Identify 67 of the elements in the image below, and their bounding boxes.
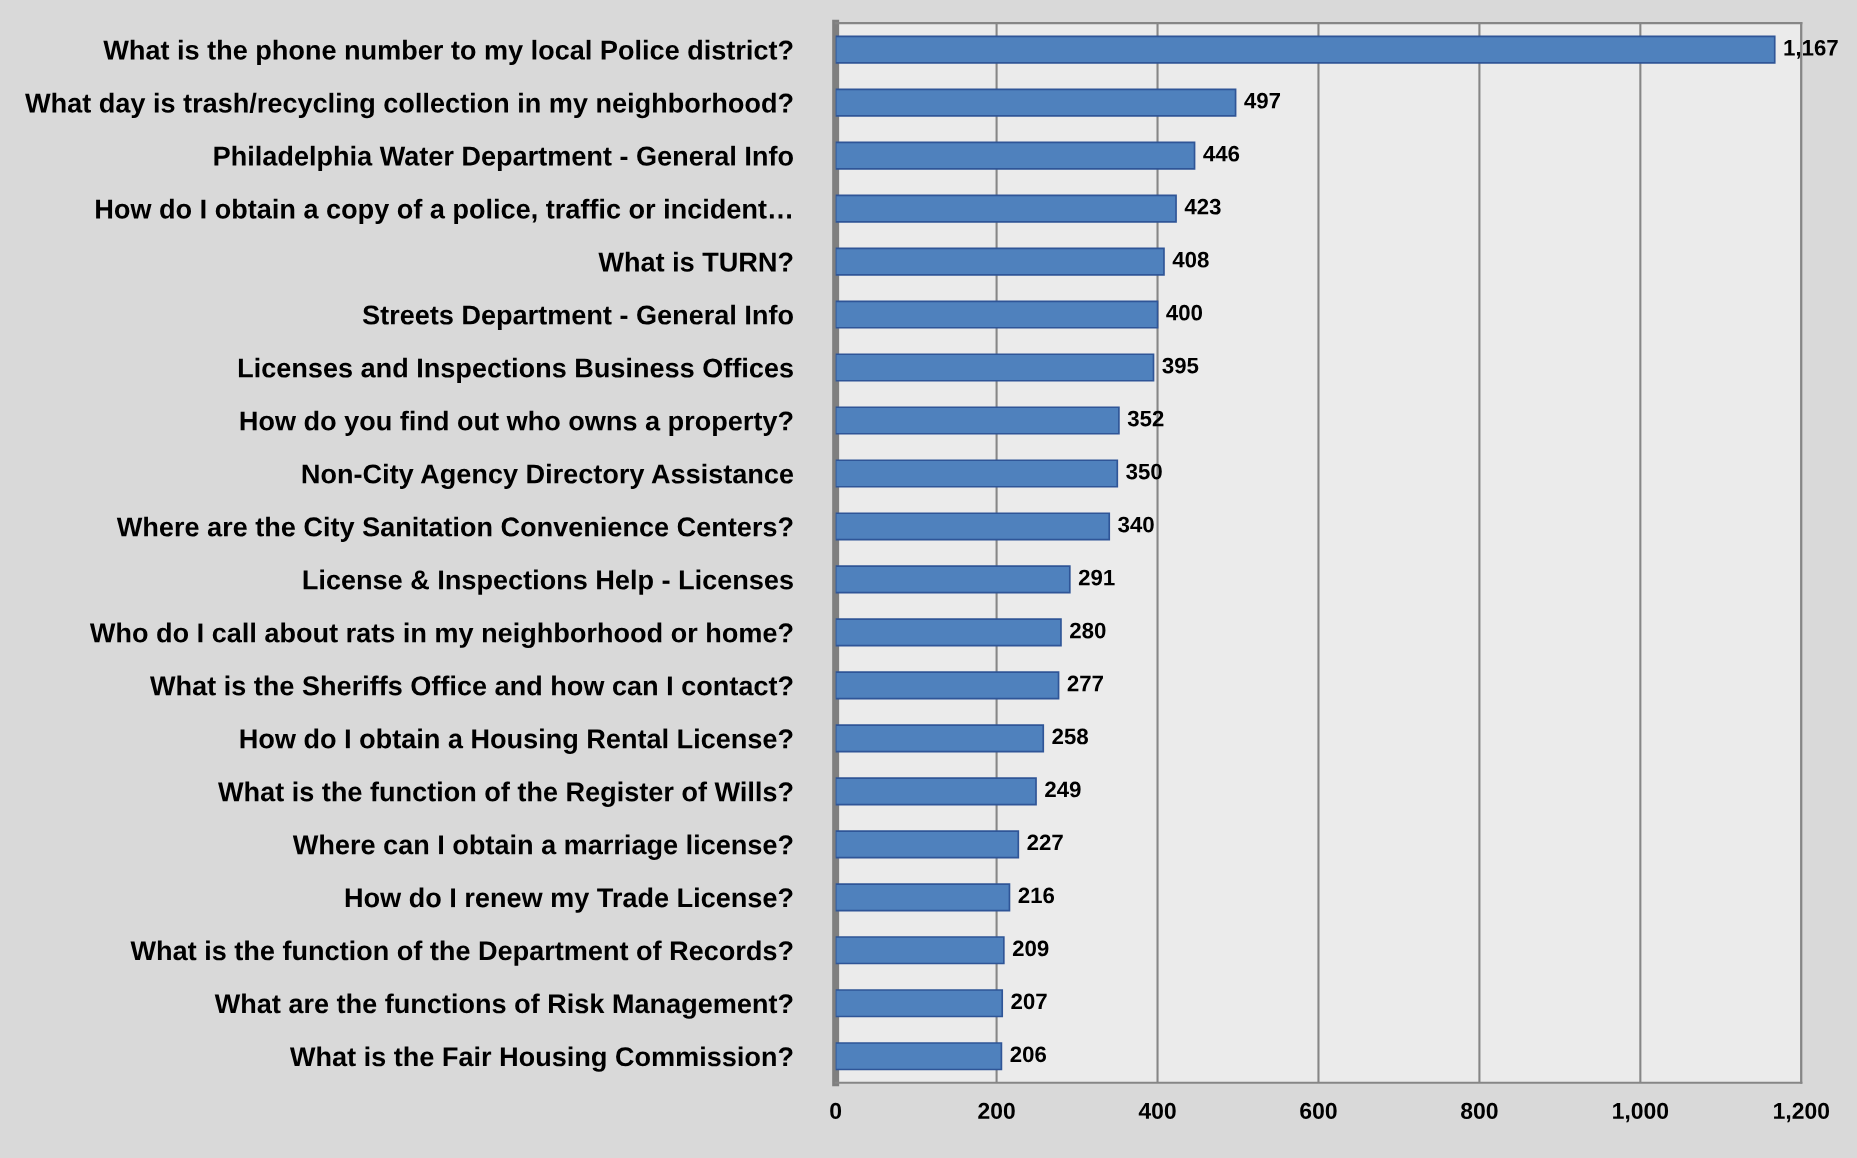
bar xyxy=(835,671,1060,700)
data-label: 291 xyxy=(1078,569,1115,586)
data-label: 350 xyxy=(1126,463,1162,480)
y-tick-label: How do you find out who owns a property? xyxy=(240,410,793,436)
bar xyxy=(835,247,1165,276)
x-tick-label: 0 xyxy=(830,1102,842,1120)
data-label: 395 xyxy=(1162,357,1199,374)
bar xyxy=(835,724,1045,753)
bar xyxy=(835,353,1155,382)
data-label: 340 xyxy=(1118,516,1154,533)
data-label: 280 xyxy=(1070,622,1106,639)
y-tick-label: How do I obtain a copy of a police, traffic or incident… xyxy=(96,198,791,225)
y-tick-label: What are the functions of Risk Management? xyxy=(214,993,793,1019)
bar xyxy=(835,141,1196,170)
y-tick-label: Where are the City Sanitation Convenience Centers? xyxy=(116,516,793,542)
data-label: 446 xyxy=(1203,145,1240,162)
data-label: 400 xyxy=(1166,304,1203,321)
y-tick-label: Streets Department - General Info xyxy=(362,304,793,330)
y-tick-label: What day is trash/recycling collection in my neighborhood? xyxy=(25,92,793,119)
y-tick-label: Where can I obtain a marriage license? xyxy=(292,834,793,860)
bar xyxy=(835,1042,1003,1071)
y-tick-label: What is the Sheriffs Office and how can I contact? xyxy=(150,675,793,696)
bar xyxy=(835,618,1062,647)
x-tick-label: 1,200 xyxy=(1774,1102,1830,1123)
data-label: 277 xyxy=(1067,675,1103,692)
y-tick-label: What is the Fair Housing Commission? xyxy=(289,1046,793,1072)
y-tick-label: What is the function of the Department of Records? xyxy=(130,940,793,966)
x-tick-label: 400 xyxy=(1138,1102,1176,1120)
bar xyxy=(835,300,1159,329)
data-label: 206 xyxy=(1010,1046,1047,1063)
bar xyxy=(835,989,1004,1018)
bar xyxy=(835,830,1020,859)
data-label: 1,167 xyxy=(1784,39,1838,59)
y-tick-label: License & Inspections Help - Licenses xyxy=(303,569,793,595)
x-tick-label: 200 xyxy=(978,1102,1015,1120)
data-label: 408 xyxy=(1172,251,1209,268)
data-label: 249 xyxy=(1045,781,1081,798)
x-tick-label: 800 xyxy=(1461,1102,1498,1120)
x-tick-label: 1,000 xyxy=(1613,1102,1669,1123)
y-tick-label: How do I obtain a Housing Rental License? xyxy=(240,728,793,754)
x-tick-label: 600 xyxy=(1300,1102,1337,1120)
y-tick-label: What is the phone number to my local Police district? xyxy=(103,39,793,66)
data-label: 216 xyxy=(1018,887,1055,904)
bar xyxy=(835,88,1237,117)
bar xyxy=(835,936,1005,965)
data-label: 352 xyxy=(1127,410,1164,427)
y-tick-label: What is the function of the Register of Wills? xyxy=(218,781,793,807)
y-tick-label: Licenses and Inspections Business Offices xyxy=(238,357,793,383)
bar xyxy=(835,565,1071,594)
y-tick-label: Non-City Agency Directory Assistance xyxy=(302,463,794,490)
data-label: 209 xyxy=(1012,940,1049,957)
bar xyxy=(835,777,1037,806)
data-label: 207 xyxy=(1011,993,1047,1010)
y-tick-label: How do I renew my Trade License? xyxy=(345,887,793,913)
bar xyxy=(835,194,1177,223)
data-label: 258 xyxy=(1052,728,1088,745)
bar xyxy=(835,512,1111,541)
bar xyxy=(835,406,1120,435)
y-tick-label: Who do I call about rats in my neighborhood or home? xyxy=(89,622,793,648)
y-tick-label: Philadelphia Water Department - General Info xyxy=(214,145,793,172)
data-label: 423 xyxy=(1184,198,1221,215)
data-label: 227 xyxy=(1027,834,1063,851)
data-label: 497 xyxy=(1244,92,1281,109)
y-tick-label: What is TURN? xyxy=(598,251,793,272)
bar xyxy=(835,883,1011,912)
bar xyxy=(835,459,1119,488)
bar xyxy=(835,35,1776,64)
